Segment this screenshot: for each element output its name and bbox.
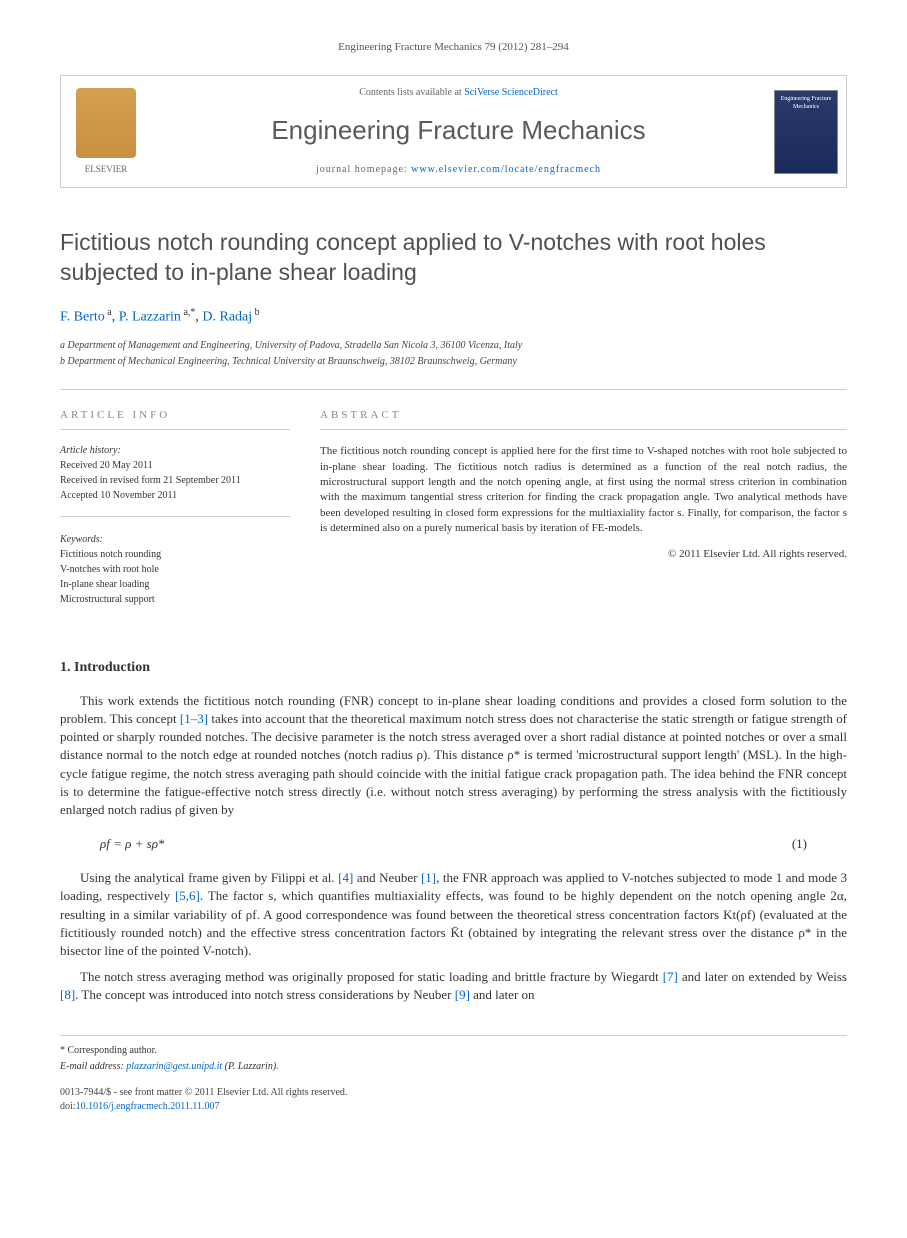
keyword-item: In-plane shear loading (60, 578, 290, 592)
publisher-name: ELSEVIER (85, 163, 128, 176)
homepage-line: journal homepage: www.elsevier.com/locat… (171, 163, 746, 177)
intro-p3-text-d: and later on (470, 987, 535, 1002)
author-radaj[interactable]: D. Radaj (202, 309, 252, 324)
keywords-block: Keywords: Fictitious notch rounding V-no… (60, 533, 290, 607)
journal-cover-thumbnail: Engineering Fracture Mechanics (774, 90, 838, 174)
corresponding-author-note: * Corresponding author. (60, 1044, 847, 1058)
intro-paragraph-1: This work extends the fictitious notch r… (60, 692, 847, 819)
equation-1: ρf = ρ + sρ* (100, 835, 164, 853)
abstract-copyright: © 2011 Elsevier Ltd. All rights reserved… (320, 547, 847, 562)
intro-p3-text-b: and later on extended by Weiss (678, 969, 847, 984)
front-matter-line: 0013-7944/$ - see front matter © 2011 El… (60, 1086, 847, 1100)
ref-link-5-6[interactable]: [5,6] (175, 888, 200, 903)
sciencedirect-link[interactable]: SciVerse ScienceDirect (464, 87, 558, 98)
intro-p2-text-b: and Neuber (353, 870, 421, 885)
affiliations: a Department of Management and Engineeri… (60, 339, 847, 369)
authors-line: F. Berto a, P. Lazzarin a,*, D. Radaj b (60, 306, 847, 327)
author-affil-sup: a,* (181, 307, 195, 318)
author-affil-sup: a (105, 307, 112, 318)
journal-header: ELSEVIER Contents lists available at Sci… (60, 75, 847, 187)
elsevier-tree-icon (76, 88, 136, 158)
introduction-heading: 1. Introduction (60, 658, 847, 678)
intro-p1-text-b: takes into account that the theoretical … (60, 711, 847, 817)
keyword-item: V-notches with root hole (60, 563, 290, 577)
journal-name: Engineering Fracture Mechanics (171, 112, 746, 148)
article-title: Fictitious notch rounding concept applie… (60, 228, 847, 288)
publisher-logo-box: ELSEVIER (61, 76, 151, 186)
email-label: E-mail address: (60, 1061, 126, 1072)
history-received: Received 20 May 2011 (60, 459, 290, 473)
affiliation-b: b Department of Mechanical Engineering, … (60, 355, 847, 369)
intro-p3-text-c: . The concept was introduced into notch … (75, 987, 455, 1002)
abstract-text: The fictitious notch rounding concept is… (320, 444, 847, 536)
keyword-item: Microstructural support (60, 593, 290, 607)
equation-1-number: (1) (792, 835, 807, 853)
ref-link-8[interactable]: [8] (60, 987, 75, 1002)
ref-link-1-3[interactable]: [1–3] (180, 711, 208, 726)
contents-available-line: Contents lists available at SciVerse Sci… (171, 86, 746, 100)
keywords-heading: Keywords: (60, 533, 290, 547)
history-heading: Article history: (60, 444, 290, 458)
intro-p2-text-a: Using the analytical frame given by Fili… (80, 870, 338, 885)
ref-link-9[interactable]: [9] (455, 987, 470, 1002)
affiliation-a: a Department of Management and Engineeri… (60, 339, 847, 353)
homepage-link[interactable]: www.elsevier.com/locate/engfracmech (411, 164, 601, 175)
page-footer: * Corresponding author. E-mail address: … (60, 1035, 847, 1114)
article-info-left: ARTICLE INFO Article history: Received 2… (60, 408, 290, 608)
corresponding-email-link[interactable]: plazzarin@gest.unipd.it (126, 1061, 222, 1072)
abstract-label: ABSTRACT (320, 408, 847, 430)
citation-line: Engineering Fracture Mechanics 79 (2012)… (60, 40, 847, 55)
equation-1-row: ρf = ρ + sρ* (1) (60, 827, 847, 861)
doi-line: doi:10.1016/j.engfracmech.2011.11.007 (60, 1100, 847, 1114)
article-info-row: ARTICLE INFO Article history: Received 2… (60, 389, 847, 608)
doi-prefix: doi: (60, 1101, 76, 1112)
footer-meta: 0013-7944/$ - see front matter © 2011 El… (60, 1086, 847, 1114)
ref-link-4[interactable]: [4] (338, 870, 353, 885)
intro-p3-text-a: The notch stress averaging method was or… (80, 969, 663, 984)
email-suffix: (P. Lazzarin). (222, 1061, 279, 1072)
ref-link-1[interactable]: [1] (421, 870, 436, 885)
keyword-item: Fictitious notch rounding (60, 548, 290, 562)
article-info-label: ARTICLE INFO (60, 408, 290, 430)
header-center: Contents lists available at SciVerse Sci… (151, 76, 766, 186)
journal-cover-box: Engineering Fracture Mechanics (766, 76, 846, 186)
author-lazzarin[interactable]: P. Lazzarin (119, 309, 181, 324)
intro-paragraph-3: The notch stress averaging method was or… (60, 968, 847, 1004)
ref-link-7[interactable]: [7] (663, 969, 678, 984)
author-affil-sup: b (252, 307, 260, 318)
intro-paragraph-2: Using the analytical frame given by Fili… (60, 869, 847, 960)
contents-prefix: Contents lists available at (359, 87, 464, 98)
corresponding-email-line: E-mail address: plazzarin@gest.unipd.it … (60, 1060, 847, 1074)
introduction-section: 1. Introduction This work extends the fi… (60, 658, 847, 1004)
homepage-prefix: journal homepage: (316, 164, 411, 175)
doi-link[interactable]: 10.1016/j.engfracmech.2011.11.007 (76, 1101, 220, 1112)
history-accepted: Accepted 10 November 2011 (60, 489, 290, 503)
abstract-column: ABSTRACT The fictitious notch rounding c… (320, 408, 847, 608)
history-revised: Received in revised form 21 September 20… (60, 474, 290, 488)
author-berto[interactable]: F. Berto (60, 309, 105, 324)
article-history: Article history: Received 20 May 2011 Re… (60, 444, 290, 517)
